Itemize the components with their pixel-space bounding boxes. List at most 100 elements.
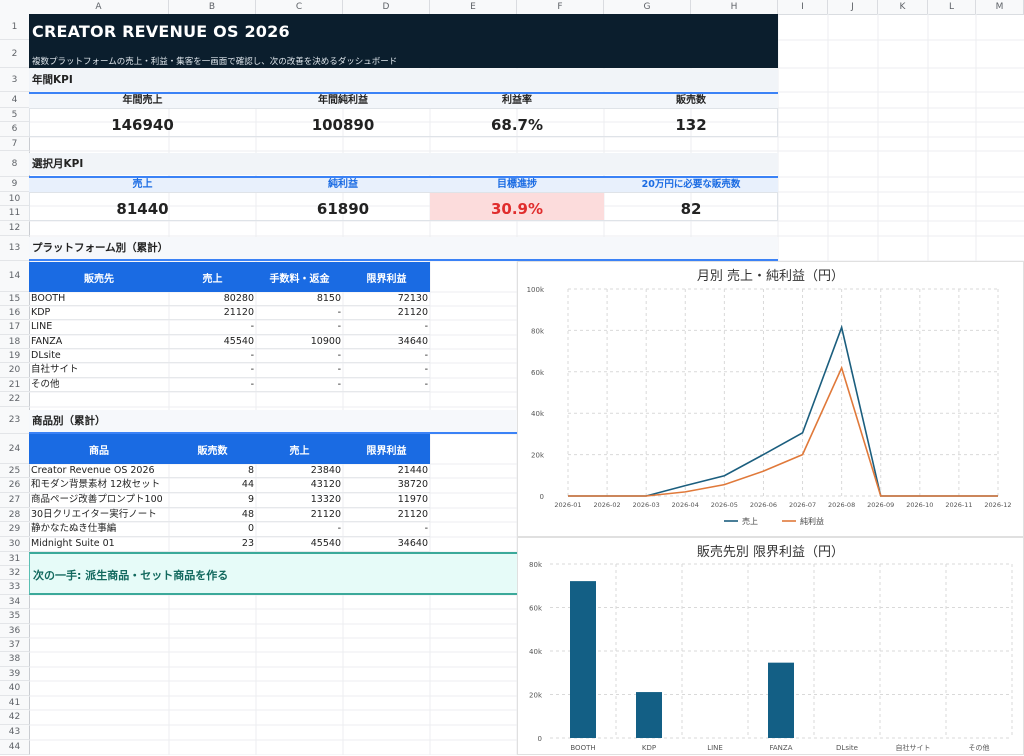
platform-cell[interactable]: 45540 (223, 336, 254, 347)
platform-cell[interactable]: - (337, 321, 341, 332)
product-cell[interactable]: 43120 (310, 479, 341, 490)
col-header-e[interactable]: E (430, 0, 517, 14)
platform-cell[interactable]: - (337, 379, 341, 390)
product-cell[interactable]: 0 (247, 523, 254, 534)
platform-col-margin[interactable]: 限界利益 (366, 273, 407, 285)
row-header-19[interactable]: 19 (0, 349, 29, 363)
row-header-38[interactable]: 38 (0, 652, 29, 667)
kpi-value-month-sales[interactable]: 81440 (116, 200, 169, 218)
product-cell[interactable]: - (424, 523, 428, 534)
col-header-k[interactable]: K (878, 0, 928, 14)
row-header-10[interactable]: 10 (0, 192, 29, 206)
next-action-box[interactable]: 次の一手: 派生商品・セット商品を作る (29, 552, 518, 595)
col-header-c[interactable]: C (256, 0, 343, 14)
platform-col-seller[interactable]: 販売先 (84, 273, 114, 285)
row-header-30[interactable]: 30 (0, 537, 29, 552)
row-header-5[interactable]: 5 (0, 108, 29, 122)
row-header-9[interactable]: 9 (0, 177, 29, 192)
col-header-g[interactable]: G (604, 0, 691, 14)
row-header-14[interactable]: 14 (0, 261, 29, 292)
row-header-25[interactable]: 25 (0, 464, 29, 478)
kpi-label-margin[interactable]: 利益率 (502, 95, 532, 106)
platform-cell[interactable]: - (424, 350, 428, 361)
kpi-label-month-profit[interactable]: 純利益 (328, 179, 358, 190)
col-header-i[interactable]: I (778, 0, 828, 14)
platform-cell[interactable]: - (250, 350, 254, 361)
platform-cell[interactable]: - (250, 364, 254, 375)
row-header-28[interactable]: 28 (0, 508, 29, 522)
row-header-24[interactable]: 24 (0, 434, 29, 464)
platform-heading[interactable]: プラットフォーム別（累計） (29, 237, 778, 259)
row-header-11[interactable]: 11 (0, 206, 29, 221)
kpi-value-annual-profit[interactable]: 100890 (311, 116, 375, 134)
row-header-18[interactable]: 18 (0, 335, 29, 349)
platform-cell[interactable]: - (337, 364, 341, 375)
product-col-name[interactable]: 商品 (89, 445, 109, 457)
product-cell[interactable]: 38720 (397, 479, 428, 490)
row-header-26[interactable]: 26 (0, 478, 29, 493)
platform-col-sales[interactable]: 売上 (202, 273, 223, 285)
platform-cell[interactable]: - (424, 379, 428, 390)
row-header-17[interactable]: 17 (0, 320, 29, 335)
product-cell[interactable]: 9 (247, 494, 254, 505)
kpi-label-annual-sales[interactable]: 年間売上 (122, 95, 163, 106)
row-header-3[interactable]: 3 (0, 68, 29, 92)
col-header-l[interactable]: L (928, 0, 976, 14)
row-header-41[interactable]: 41 (0, 696, 29, 710)
product-cell[interactable]: 34640 (397, 538, 428, 549)
product-cell[interactable]: 静かなたぬき仕事編 (31, 523, 117, 534)
platform-cell[interactable]: 80280 (223, 293, 254, 304)
kpi-label-goal-progress[interactable]: 目標進捗 (497, 179, 537, 190)
row-header-36[interactable]: 36 (0, 624, 29, 638)
platform-cell[interactable]: LINE (31, 321, 53, 332)
dashboard-banner[interactable]: CREATOR REVENUE OS 2026 複数プラットフォームの売上・利益… (29, 14, 778, 68)
product-cell[interactable]: 44 (241, 479, 254, 490)
platform-cell[interactable]: - (424, 321, 428, 332)
platform-cell[interactable]: 8150 (316, 293, 341, 304)
product-cell[interactable]: 21120 (310, 509, 341, 520)
row-header-13[interactable]: 13 (0, 236, 29, 261)
monthly-kpi-heading[interactable]: 選択月KPI (29, 153, 778, 175)
row-header-31[interactable]: 31 (0, 552, 29, 566)
row-header-21[interactable]: 21 (0, 378, 29, 392)
platform-cell[interactable]: 21120 (397, 307, 428, 318)
product-col-units[interactable]: 販売数 (197, 445, 228, 457)
product-col-margin[interactable]: 限界利益 (366, 445, 407, 457)
product-cell[interactable]: 21120 (397, 509, 428, 520)
bar-chart-panel[interactable]: 販売先別 限界利益（円） 0 20k 40k 60k 80k BOOTH KDP LINE FA… (517, 537, 1024, 755)
platform-cell[interactable]: - (250, 321, 254, 332)
product-cell[interactable]: 21440 (397, 465, 428, 476)
kpi-value-goal-progress[interactable]: 30.9% (490, 200, 544, 218)
product-cell[interactable]: 11970 (397, 494, 428, 505)
row-header-2[interactable]: 2 (0, 40, 29, 68)
product-heading[interactable]: 商品別（累計） (29, 410, 517, 432)
platform-cell[interactable]: - (337, 350, 341, 361)
product-cell[interactable]: - (337, 523, 341, 534)
row-header-7[interactable]: 7 (0, 137, 29, 151)
col-header-d[interactable]: D (343, 0, 430, 14)
row-header-40[interactable]: 40 (0, 681, 29, 696)
product-cell[interactable]: 45540 (310, 538, 341, 549)
row-header-20[interactable]: 20 (0, 363, 29, 378)
kpi-label-units-needed[interactable]: 20万円に必要な販売数 (641, 179, 741, 190)
row-header-4[interactable]: 4 (0, 92, 29, 108)
platform-cell[interactable]: - (424, 364, 428, 375)
row-header-32[interactable]: 32 (0, 566, 29, 580)
row-header-6[interactable]: 6 (0, 122, 29, 137)
col-header-j[interactable]: J (828, 0, 878, 14)
kpi-value-annual-sales[interactable]: 146940 (111, 116, 174, 134)
col-header-h[interactable]: H (691, 0, 778, 14)
kpi-value-units-needed[interactable]: 82 (680, 200, 702, 218)
col-header-b[interactable]: B (169, 0, 256, 14)
row-header-44[interactable]: 44 (0, 740, 29, 755)
platform-cell[interactable]: FANZA (31, 336, 63, 347)
product-cell[interactable]: 23840 (310, 465, 341, 476)
product-cell[interactable]: 48 (241, 509, 254, 520)
row-header-8[interactable]: 8 (0, 151, 29, 177)
platform-cell[interactable]: KDP (31, 307, 51, 318)
platform-col-fees[interactable]: 手数料・返金 (269, 273, 330, 285)
product-cell[interactable]: 8 (247, 465, 254, 476)
row-header-16[interactable]: 16 (0, 306, 29, 320)
platform-cell[interactable]: 10900 (310, 336, 341, 347)
product-cell[interactable]: 30日クリエイター実行ノート (31, 509, 157, 520)
